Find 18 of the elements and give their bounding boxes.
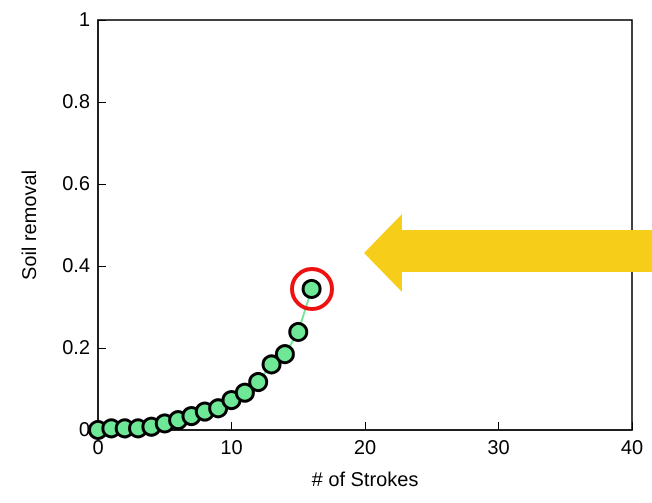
point <box>208 398 228 418</box>
point <box>248 372 268 392</box>
y-tick-label: 0.2 <box>62 337 90 359</box>
x-tick-label: 10 <box>220 437 243 459</box>
y-tick-label: 0.4 <box>62 255 90 277</box>
point <box>288 322 308 342</box>
point <box>234 382 255 403</box>
y-axis-title: Soil removal <box>19 170 41 280</box>
y-tick-label: 1 <box>78 9 90 31</box>
y-tick-label: 0.8 <box>62 91 90 113</box>
x-tick-label: 0 <box>92 437 104 459</box>
x-tick-label: 20 <box>354 437 376 459</box>
y-tick-label: 0.6 <box>62 173 90 195</box>
point <box>262 354 282 374</box>
point <box>274 344 295 364</box>
x-axis-title: # of Strokes <box>312 469 418 491</box>
x-tick-label: 30 <box>487 437 510 459</box>
x-tick-label: 40 <box>620 437 644 459</box>
